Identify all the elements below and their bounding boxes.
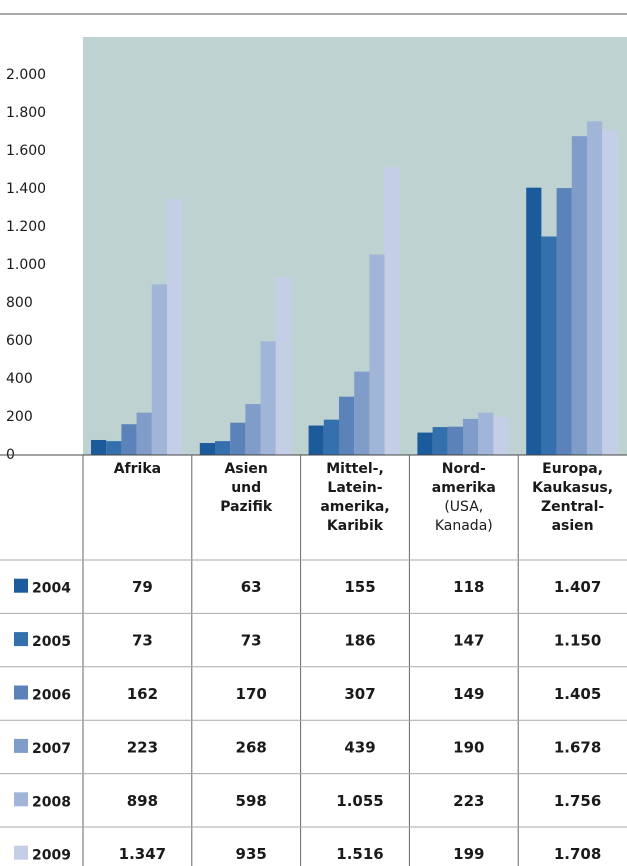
bar	[136, 412, 152, 455]
legend-label: 2009	[32, 848, 71, 864]
value-label: 1.150	[554, 632, 601, 650]
y-tick-label: 1.400	[6, 181, 46, 197]
y-tick-label: 600	[6, 333, 33, 349]
bar	[167, 199, 183, 455]
column-header: Asien und Pazifik	[220, 461, 273, 515]
value-label: 79	[132, 578, 153, 596]
value-label: 268	[236, 738, 267, 756]
value-label: 162	[127, 685, 158, 703]
value-label: 170	[236, 685, 267, 703]
value-label: 73	[132, 632, 153, 650]
bar	[369, 254, 385, 455]
value-label: 898	[127, 792, 158, 810]
column-header: Europa, Kaukasus, Zentral-asien	[532, 461, 613, 534]
bar	[121, 424, 137, 455]
column-header: Mittel-, Latein-amerika, Karibik	[320, 461, 389, 534]
value-label: 1.405	[554, 685, 601, 703]
bar	[571, 136, 587, 455]
value-label: 1.347	[119, 845, 166, 863]
bar	[91, 439, 107, 455]
value-label: 1.678	[554, 738, 601, 756]
bar	[275, 277, 291, 455]
bar	[245, 404, 261, 455]
bar	[432, 427, 448, 455]
bar	[602, 130, 618, 456]
bar	[308, 425, 324, 455]
legend-swatch	[14, 845, 28, 860]
value-label: 598	[236, 792, 267, 810]
value-label: 73	[241, 632, 262, 650]
column-header: Afrika	[114, 461, 161, 477]
bar	[526, 187, 542, 456]
value-label: 1.516	[336, 845, 383, 863]
value-label: 63	[241, 578, 262, 596]
bar	[230, 422, 246, 455]
y-tick-label: 2.000	[6, 67, 46, 83]
bar	[199, 443, 215, 455]
y-tick-label: 1.600	[6, 143, 46, 159]
bar	[447, 426, 463, 455]
y-tick-label: 1.000	[6, 257, 46, 273]
legend-swatch	[14, 685, 28, 700]
value-label: 149	[453, 685, 484, 703]
y-tick-label: 1.200	[6, 219, 46, 235]
column-header: Nord-amerika (USA, Kanada)	[432, 461, 496, 534]
bar	[106, 441, 122, 455]
legend-swatch	[14, 632, 28, 647]
value-label: 190	[453, 738, 484, 756]
bar	[151, 284, 167, 455]
bar	[417, 432, 433, 455]
legend-label: 2005	[32, 634, 71, 650]
value-label: 155	[344, 578, 375, 596]
legend-label: 2006	[32, 688, 71, 704]
legend-label: 2008	[32, 794, 71, 810]
bar	[260, 341, 276, 455]
legend-label: 2007	[32, 741, 71, 757]
value-label: 118	[453, 578, 484, 596]
value-label: 147	[453, 632, 484, 650]
value-label: 307	[344, 685, 375, 703]
bar	[384, 166, 400, 455]
value-label: 1.756	[554, 792, 601, 810]
legend-swatch	[14, 738, 28, 753]
value-label: 439	[344, 738, 375, 756]
bar	[463, 418, 479, 455]
bar	[493, 417, 509, 455]
y-tick-label: 400	[6, 371, 33, 387]
bar	[541, 236, 557, 455]
bar	[354, 371, 370, 455]
bar	[478, 412, 494, 455]
y-tick-label: 200	[6, 409, 33, 425]
legend-label: 2004	[32, 581, 71, 597]
value-label: 199	[453, 845, 484, 863]
value-label: 1.407	[554, 578, 601, 596]
bar	[587, 121, 603, 456]
value-label: 1.708	[554, 845, 601, 863]
bar	[323, 419, 339, 455]
y-tick-label: 1.800	[6, 105, 46, 121]
bar	[215, 441, 231, 455]
legend-swatch	[14, 792, 28, 807]
value-label: 223	[127, 738, 158, 756]
legend-swatch	[14, 578, 28, 593]
y-tick-label: 800	[6, 295, 33, 311]
bar	[556, 188, 572, 456]
bar	[339, 396, 355, 455]
value-label: 935	[236, 845, 267, 863]
value-label: 1.055	[336, 792, 383, 810]
value-label: 186	[344, 632, 375, 650]
value-label: 223	[453, 792, 484, 810]
